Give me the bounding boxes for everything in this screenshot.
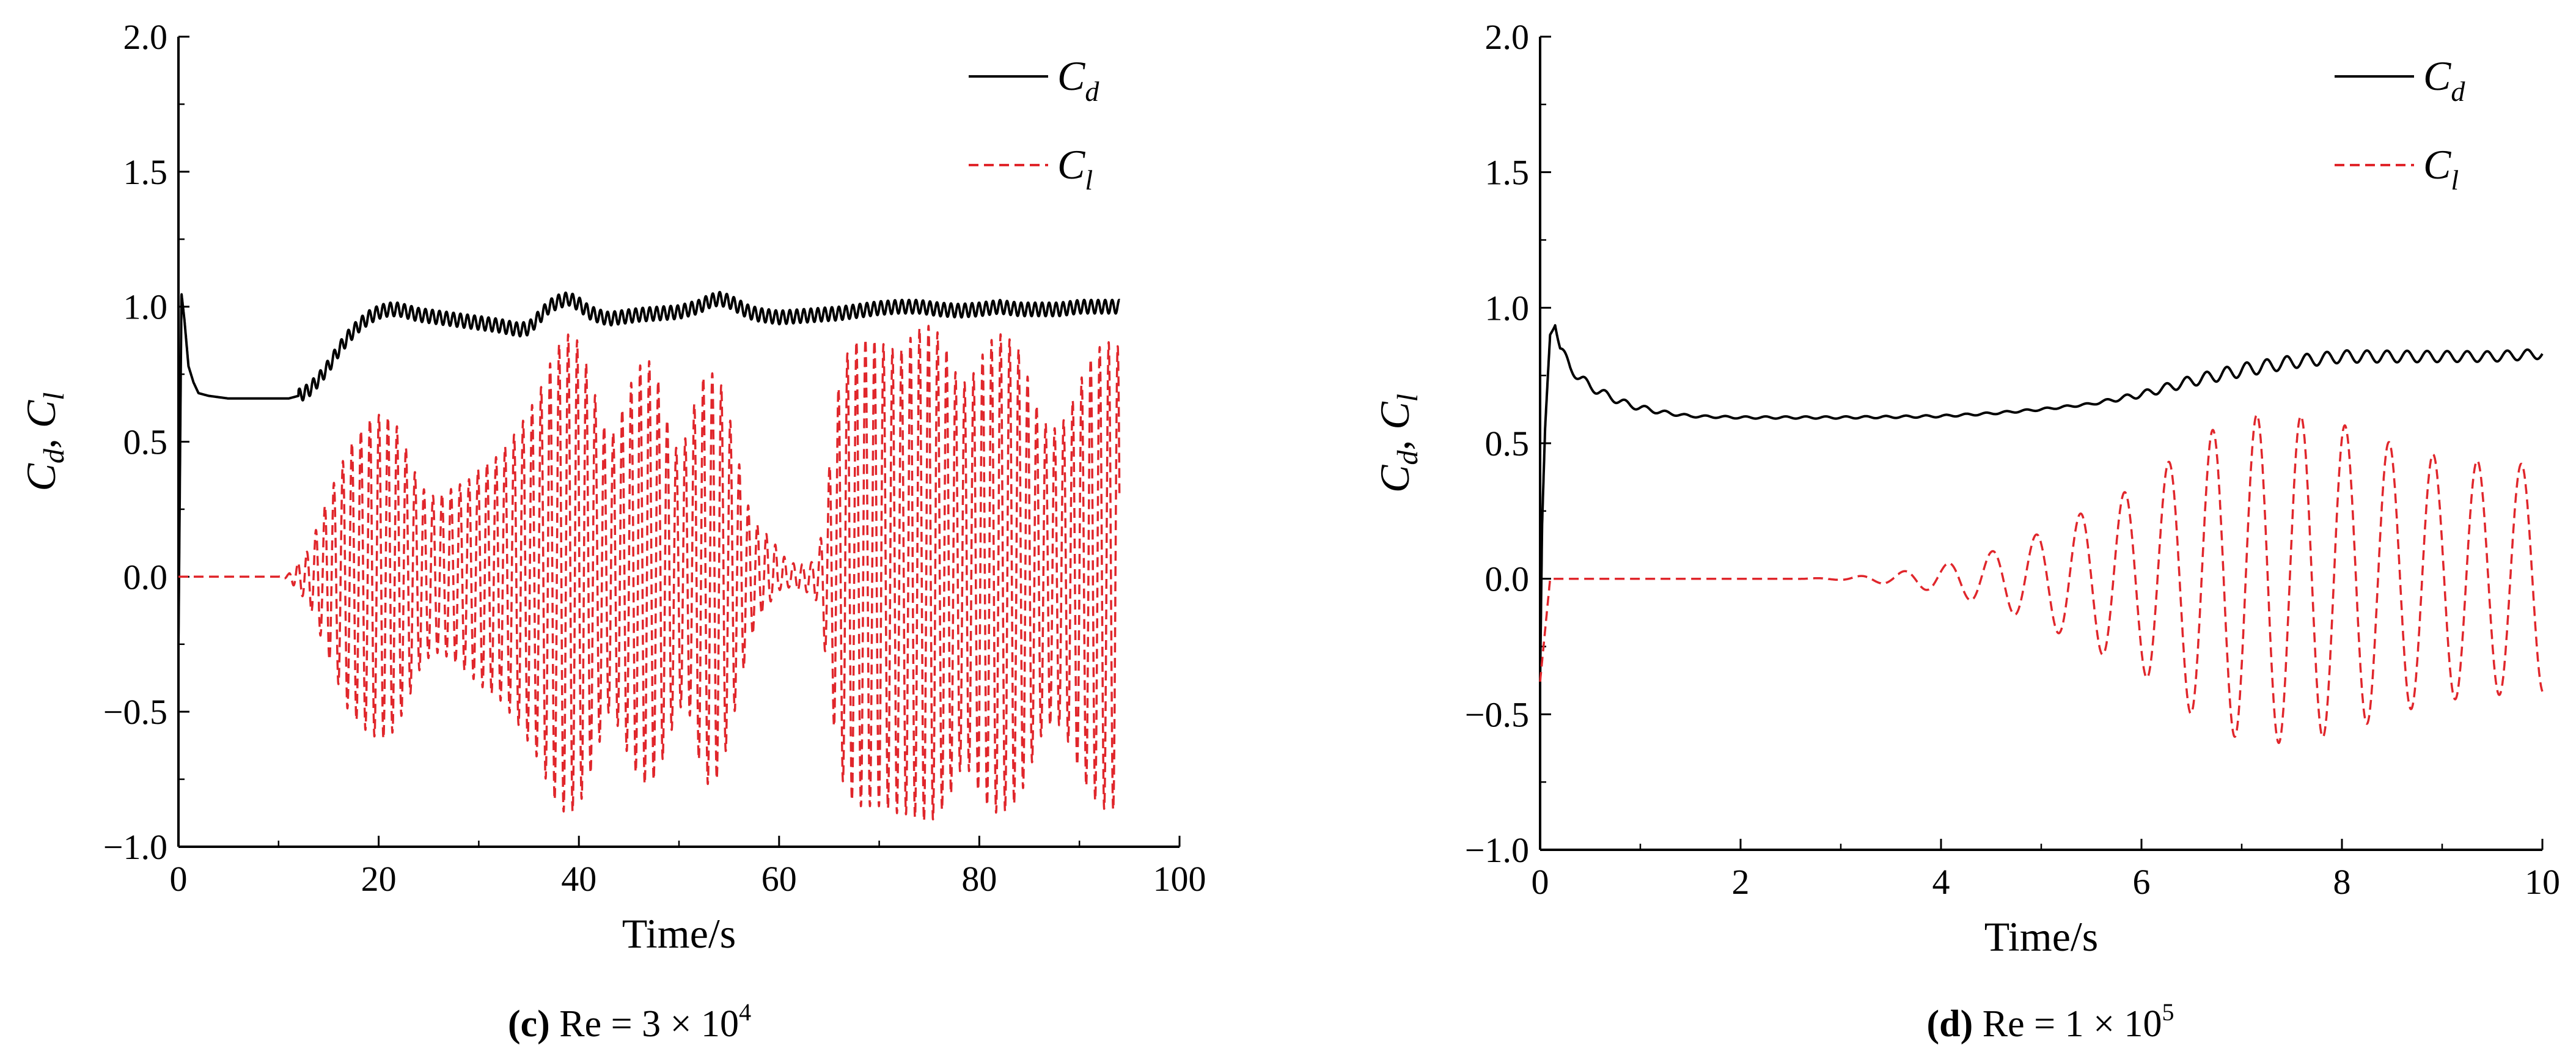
chart-c-y-title-sep: , [18, 428, 64, 449]
chart-d-caption-exponent: 5 [2162, 998, 2174, 1026]
chart-d-y-title-l_sub: l [1392, 394, 1424, 402]
chart-c-y-title-d_sub: d [38, 448, 70, 463]
chart-c-x-tick-label: 20 [361, 859, 397, 899]
chart-d-y-tick-label: 0.5 [1485, 424, 1530, 463]
chart-d-caption-letter: (d) [1926, 1003, 1973, 1045]
chart-c-y-axis-title: Cd, Cl [18, 392, 70, 491]
chart-c-legend-cd-label: Cd [1057, 53, 1099, 107]
chart-d-legend-cd-label: Cd [2423, 53, 2465, 107]
chart-c-caption-text: Re = 3 × 10 [550, 1003, 739, 1045]
chart-c-caption-letter: (c) [508, 1003, 550, 1045]
chart-c-caption: (c) Re = 3 × 104 [508, 998, 751, 1045]
chart-c-y-tick-label: −1.0 [103, 827, 167, 867]
chart-d-y-tick-label: −1.0 [1465, 830, 1529, 870]
chart-d-series-cl-line [1539, 413, 2544, 744]
chart-c-y-tick-label: 0.5 [123, 422, 168, 462]
chart-d-legend-cl-label: Cl [2423, 141, 2459, 196]
chart-c-x-tick-label: 80 [961, 859, 997, 899]
chart-d-legend-sub: l [2451, 164, 2459, 196]
panel-d-chart: −1.0 −0.5 0.0 0.5 1.0 1.5 2.0 0 2 4 6 8 10 Time/s Cd, … [1371, 17, 2560, 1045]
chart-d-y-tick-label: 1.0 [1485, 288, 1530, 328]
chart-c-y-tick-label: −0.5 [103, 692, 167, 732]
chart-c-y-tick-label: 2.0 [123, 17, 168, 57]
chart-d-y-title-d_sub: d [1392, 450, 1424, 465]
chart-d-x-tick-label: 6 [2133, 862, 2151, 902]
chart-c-y-title-c_main: C [18, 463, 64, 492]
chart-d-y-tick-label: 0.0 [1485, 559, 1530, 599]
chart-d-x-tick-label: 10 [2525, 862, 2560, 902]
chart-d-x-tick-label: 4 [1932, 862, 1950, 902]
chart-c-legend-main: C [1057, 141, 1085, 188]
chart-d-y-tick-label: −0.5 [1465, 695, 1529, 734]
chart-d-caption: (d) Re = 1 × 105 [1926, 998, 2174, 1045]
chart-c-x-tick-label: 60 [761, 859, 797, 899]
chart-d-x-tick-label: 0 [1532, 862, 1549, 902]
chart-d-y-axis-title: Cd, Cl [1371, 394, 1424, 493]
chart-c-legend-main: C [1057, 53, 1085, 99]
chart-d-x-axis-title: Time/s [1984, 913, 2098, 960]
chart-d-x-tick-label: 2 [1732, 862, 1750, 902]
chart-d-legend-main: C [2423, 53, 2451, 99]
chart-c-legend-sub: d [1085, 76, 1099, 107]
chart-c-x-axis-title: Time/s [622, 910, 736, 957]
chart-c-series-cl-line [177, 325, 1121, 822]
chart-c-y-title-l_sub: l [38, 392, 70, 400]
chart-d-x-tick-label: 8 [2333, 862, 2351, 902]
chart-d-series-cd-line [1539, 324, 2544, 682]
chart-c-x-tick-label: 0 [170, 859, 188, 899]
chart-d-y-tick-label: 1.5 [1485, 153, 1530, 193]
chart-d-y-title-c_main: C [1371, 465, 1418, 493]
chart-c-legend-cl-label: Cl [1057, 141, 1093, 196]
chart-c-y-tick-label: 0.0 [123, 557, 168, 597]
chart-d-legend-sub: d [2451, 76, 2465, 107]
chart-d-y-title-l_main: C [1371, 402, 1418, 430]
chart-d-y-tick-label: 2.0 [1485, 17, 1530, 57]
chart-c-y-title-l_main: C [18, 400, 64, 428]
chart-c-caption-exponent: 4 [739, 998, 751, 1026]
chart-d-caption-text: Re = 1 × 10 [1973, 1003, 2162, 1045]
chart-c-legend-sub: l [1085, 164, 1093, 196]
chart-c-x-tick-label: 100 [1153, 859, 1206, 899]
chart-c-y-tick-label: 1.0 [123, 287, 168, 327]
chart-d-y-title-sep: , [1371, 430, 1418, 451]
chart-c-y-tick-label: 1.5 [123, 152, 168, 192]
chart-d-legend-main: C [2423, 141, 2451, 188]
chart-c-series-cd-line [177, 290, 1121, 644]
panel-c-chart: −1.0 −0.5 0.0 0.5 1.0 1.5 2.0 0 20 40 60 80 100 Time/… [18, 17, 1206, 1045]
chart-c-x-tick-label: 40 [561, 859, 596, 899]
